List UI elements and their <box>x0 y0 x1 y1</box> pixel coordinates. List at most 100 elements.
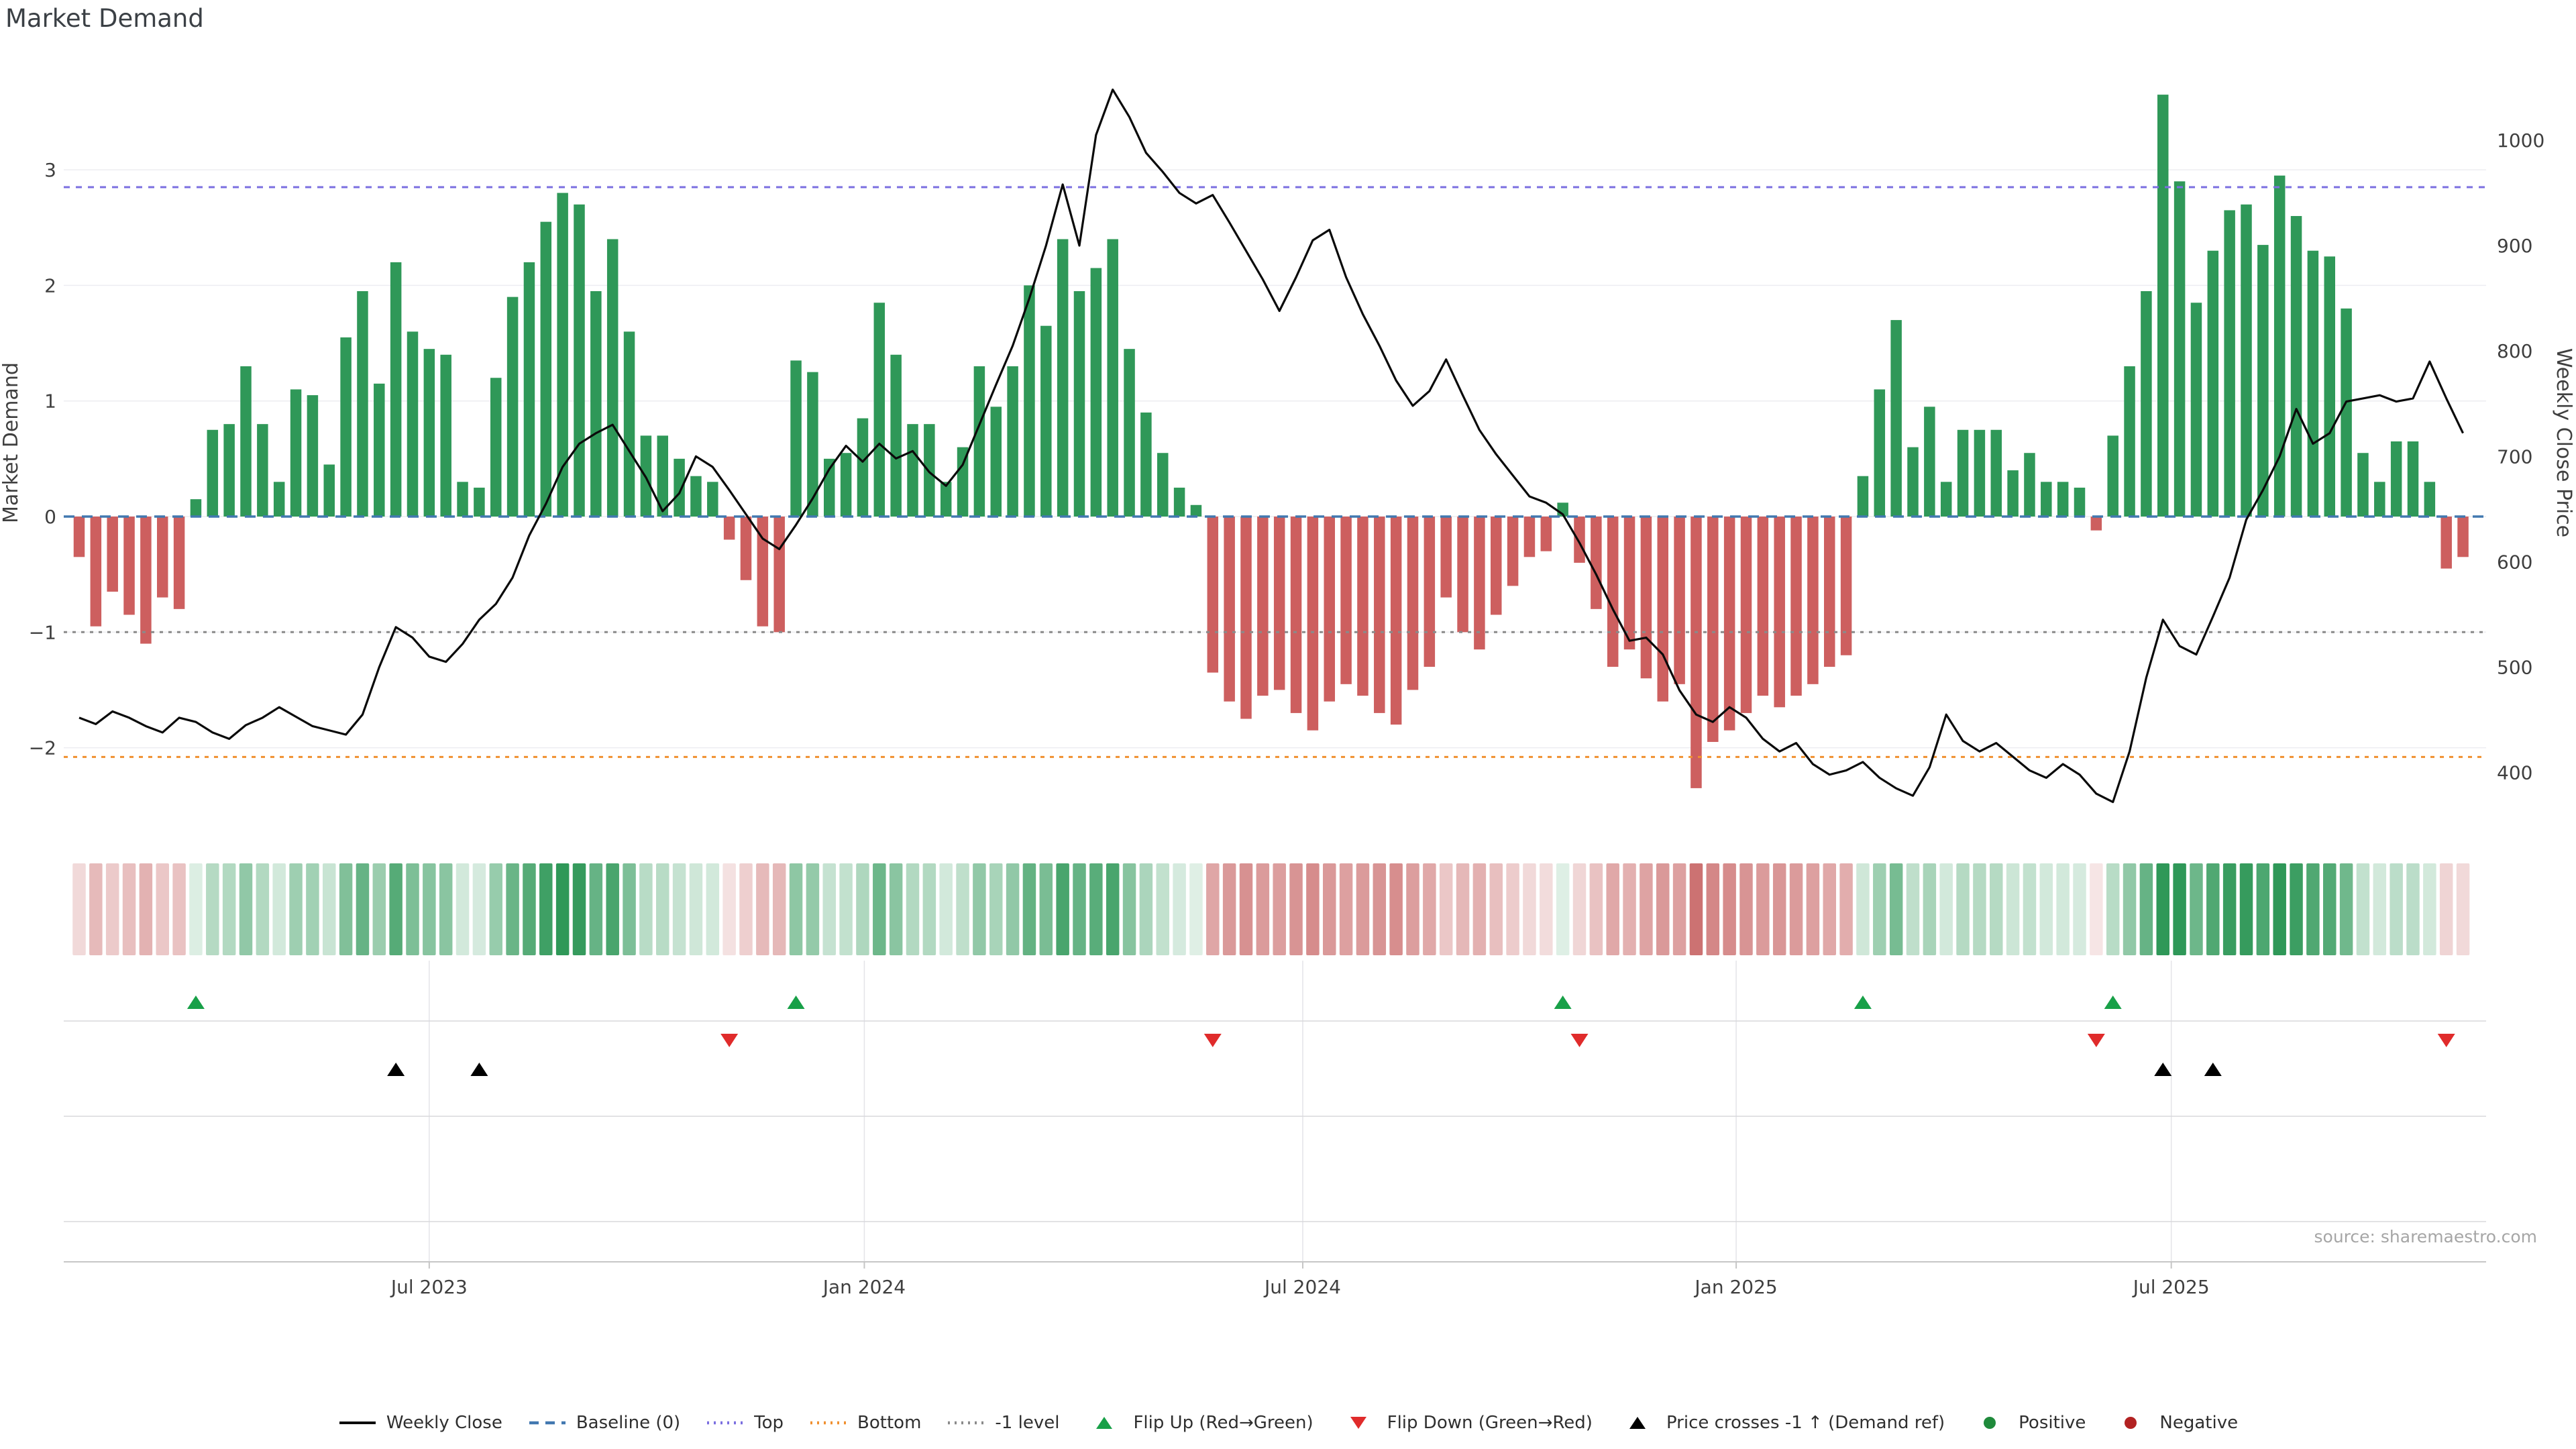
demand-bar <box>1357 517 1368 696</box>
right-axis-ticks: 1000 900 800 700 600 500 400 <box>2497 129 2544 784</box>
demand-bar <box>1940 482 1952 517</box>
dot-icon <box>1984 1417 1996 1429</box>
demand-bar <box>257 424 268 517</box>
legend-item: -1 level <box>947 1413 1059 1433</box>
x-tick-label: Jan 2025 <box>1693 1276 1777 1298</box>
heatmap-cell <box>156 863 169 955</box>
heatmap-cell <box>789 863 803 955</box>
demand-bar <box>340 337 352 517</box>
demand-bar <box>490 378 502 517</box>
demand-bar <box>873 303 885 517</box>
heatmap-cell <box>1373 863 1387 955</box>
heatmap-cell <box>1156 863 1169 955</box>
legend-item: Flip Down (Green→Red) <box>1339 1413 1593 1433</box>
heatmap-cell <box>139 863 153 955</box>
demand-bar <box>1007 366 1018 517</box>
demand-bar <box>2207 250 2219 517</box>
demand-bar <box>1140 412 1152 517</box>
heatmap-cell <box>756 863 769 955</box>
dotted-swatch <box>810 1421 847 1425</box>
heatmap-cell <box>523 863 536 955</box>
demand-bar <box>1523 517 1536 557</box>
demand-bar <box>1307 517 1319 731</box>
demand-bar <box>157 517 168 598</box>
heatmap-cell <box>2106 863 2120 955</box>
heatmap-cell <box>1640 863 1653 955</box>
heatmap-cell <box>1073 863 1086 955</box>
demand-bar <box>707 482 718 517</box>
source-credit: source: sharemaestro.com <box>2314 1227 2538 1246</box>
heatmap-cell <box>1406 863 1419 955</box>
legend-label: Flip Down (Green→Red) <box>1387 1413 1593 1433</box>
heatmap-cell <box>706 863 720 955</box>
legend-item: Price crosses -1 ↑ (Demand ref) <box>1618 1413 1945 1433</box>
demand-bar <box>690 476 702 517</box>
heatmap-cell <box>1189 863 1203 955</box>
triangle-up-icon <box>1629 1417 1646 1429</box>
triangle-up-icon <box>1096 1417 1113 1429</box>
heatmap-cell <box>589 863 603 955</box>
heatmap-cell <box>2290 863 2303 955</box>
price-line <box>78 88 2464 804</box>
demand-bar <box>590 291 602 517</box>
demand-bar <box>1740 517 1752 713</box>
heatmap-cell <box>1973 863 1986 955</box>
demand-bar <box>357 291 368 517</box>
demand-bar <box>273 482 285 517</box>
demand-bar <box>1824 517 1835 667</box>
left-tick-label: −2 <box>29 737 56 759</box>
demand-bar <box>940 482 952 517</box>
demand-bar <box>1707 517 1719 742</box>
demand-bar <box>1073 291 1085 517</box>
demand-bar <box>1424 517 1436 667</box>
demand-bar <box>1857 476 1869 517</box>
heatmap-cell <box>1056 863 1069 955</box>
heatmap-cell <box>2173 863 2186 955</box>
heatmap-cell <box>239 863 253 955</box>
demand-bar <box>474 487 485 517</box>
demand-bar <box>1273 517 1285 690</box>
line-swatch <box>339 1421 376 1424</box>
demand-bar <box>890 354 902 517</box>
heatmap-cell <box>1606 863 1619 955</box>
heatmap-cell <box>2139 863 2153 955</box>
price-cross-marker <box>2154 1063 2172 1076</box>
triangle-down-icon <box>1350 1417 1366 1429</box>
demand-bar <box>1657 517 1668 702</box>
demand-bar <box>223 424 235 517</box>
demand-bar <box>1324 517 1335 702</box>
legend-label: Weekly Close <box>386 1413 502 1433</box>
demand-bar <box>307 395 319 517</box>
legend-item: Weekly Close <box>338 1413 502 1433</box>
heatmap-cell <box>2206 863 2220 955</box>
heatmap-cell <box>2356 863 2370 955</box>
heatmap-cell <box>1856 863 1870 955</box>
heatmap-cell <box>722 863 736 955</box>
left-axis-ticks: 3 2 1 0 −1 −2 <box>29 159 56 759</box>
demand-bar <box>1190 504 1202 517</box>
demand-bar <box>2107 435 2118 517</box>
x-tick-label: Jul 2023 <box>390 1276 468 1298</box>
flip-down-marker <box>2087 1034 2105 1047</box>
demand-bar <box>1340 517 1352 684</box>
price-cross-marker <box>470 1063 488 1076</box>
demand-bar <box>1157 453 1169 517</box>
demand-bar <box>1907 447 1919 517</box>
demand-bar <box>723 517 735 540</box>
demand-bar <box>857 418 869 517</box>
demand-bar <box>1040 325 1052 517</box>
heatmap-cell <box>1990 863 2003 955</box>
signal-markers <box>186 996 2455 1076</box>
demand-bar <box>523 262 535 517</box>
demand-bar <box>73 517 85 557</box>
heatmap-cell <box>1356 863 1370 955</box>
demand-bar <box>557 193 568 517</box>
dotted-swatch <box>707 1421 744 1425</box>
demand-bars <box>73 95 2469 788</box>
heatmap-cell <box>1839 863 1853 955</box>
heatmap-cell <box>1906 863 1920 955</box>
demand-bar <box>807 372 818 517</box>
right-tick-label: 800 <box>2497 340 2532 362</box>
dash-swatch <box>529 1421 566 1425</box>
legend-label: Flip Up (Red→Green) <box>1133 1413 1313 1433</box>
